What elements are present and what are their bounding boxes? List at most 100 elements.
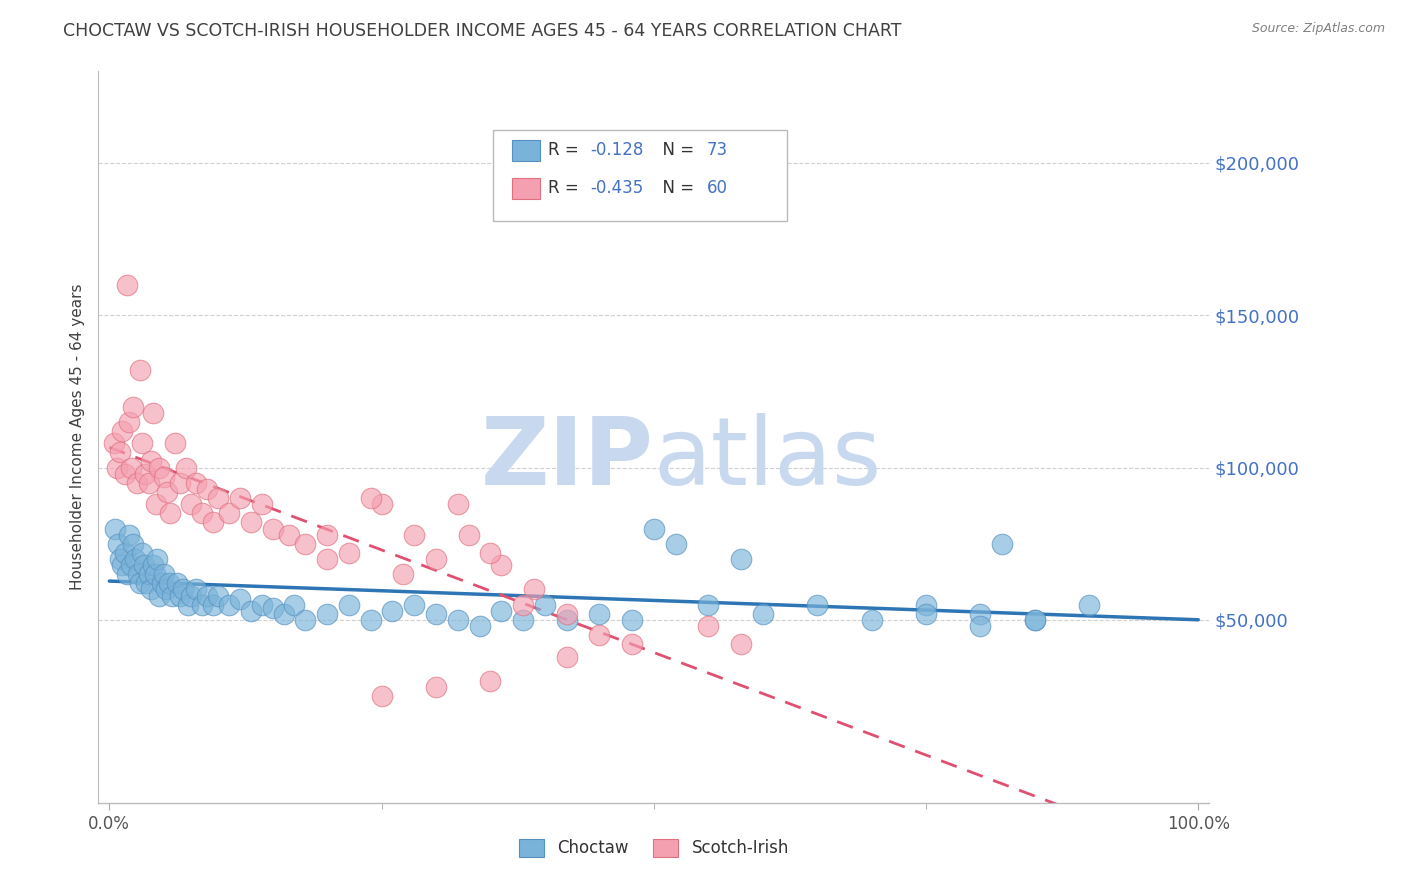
Point — [447, 497, 470, 511]
Point — [127, 567, 149, 582]
Point — [122, 400, 145, 414]
Point — [201, 598, 224, 612]
Text: CHOCTAW VS SCOTCH-IRISH HOUSEHOLDER INCOME AGES 45 - 64 YEARS CORRELATION CHART: CHOCTAW VS SCOTCH-IRISH HOUSEHOLDER INCO… — [63, 22, 901, 40]
Point — [555, 607, 578, 621]
Point — [370, 689, 392, 703]
Point — [294, 613, 316, 627]
Point — [262, 521, 284, 535]
Point — [621, 637, 644, 651]
Point — [152, 567, 174, 582]
Y-axis label: Householder Income Ages 45 - 64 years: Householder Income Ages 45 - 64 years — [69, 284, 84, 591]
Point — [457, 527, 479, 541]
Point — [142, 406, 165, 420]
Point — [534, 598, 557, 612]
Point — [239, 516, 262, 530]
Point — [162, 589, 184, 603]
Point — [283, 598, 305, 612]
Text: N =: N = — [651, 141, 699, 160]
Point — [195, 482, 218, 496]
Point — [114, 467, 136, 481]
Point — [156, 485, 179, 500]
Point — [134, 467, 156, 481]
Point — [108, 552, 131, 566]
Point — [108, 445, 131, 459]
Point — [479, 546, 502, 560]
FancyBboxPatch shape — [512, 140, 540, 161]
Point — [195, 589, 218, 603]
Text: 60: 60 — [707, 179, 728, 197]
Point — [180, 589, 202, 603]
Text: Source: ZipAtlas.com: Source: ZipAtlas.com — [1251, 22, 1385, 36]
FancyBboxPatch shape — [492, 130, 787, 221]
Point — [1078, 598, 1101, 612]
Point — [621, 613, 644, 627]
Point — [512, 598, 534, 612]
Point — [122, 537, 145, 551]
Point — [120, 460, 142, 475]
Point — [142, 558, 165, 573]
Point — [148, 589, 170, 603]
Point — [186, 475, 208, 490]
Text: R =: R = — [548, 179, 585, 197]
Point — [447, 613, 470, 627]
Point — [404, 527, 426, 541]
Point — [370, 497, 392, 511]
Text: atlas: atlas — [654, 413, 882, 505]
Point — [523, 582, 546, 597]
Point — [229, 591, 252, 606]
Point — [207, 491, 229, 505]
Point — [730, 552, 752, 566]
Text: -0.435: -0.435 — [591, 179, 644, 197]
Point — [191, 598, 214, 612]
Point — [588, 607, 610, 621]
Point — [1024, 613, 1046, 627]
Point — [360, 491, 382, 505]
Point — [381, 604, 404, 618]
Point — [124, 552, 146, 566]
Point — [138, 567, 160, 582]
Text: N =: N = — [651, 179, 699, 197]
Point — [191, 506, 214, 520]
Point — [915, 607, 938, 621]
Point — [491, 558, 513, 573]
Point — [138, 475, 160, 490]
Point — [131, 436, 153, 450]
Point — [991, 537, 1014, 551]
Point — [468, 619, 491, 633]
Point — [111, 424, 134, 438]
Point — [118, 415, 141, 429]
Point — [860, 613, 883, 627]
Point — [139, 454, 162, 468]
Point — [105, 460, 128, 475]
Point — [294, 537, 316, 551]
Point — [360, 613, 382, 627]
Point — [218, 598, 240, 612]
Point — [316, 527, 339, 541]
Point — [115, 567, 138, 582]
Point — [697, 598, 720, 612]
Point — [316, 607, 339, 621]
Point — [152, 469, 174, 483]
FancyBboxPatch shape — [512, 178, 540, 199]
Point — [588, 628, 610, 642]
Point — [148, 460, 170, 475]
Point — [555, 613, 578, 627]
Text: ZIP: ZIP — [481, 413, 654, 505]
Point — [146, 552, 169, 566]
Point — [115, 277, 138, 292]
Text: 73: 73 — [707, 141, 728, 160]
Legend: Choctaw, Scotch-Irish: Choctaw, Scotch-Irish — [512, 832, 796, 864]
Point — [174, 460, 197, 475]
Point — [166, 576, 188, 591]
Point — [118, 527, 141, 541]
Point — [239, 604, 262, 618]
Text: R =: R = — [548, 141, 585, 160]
Point — [201, 516, 224, 530]
Point — [806, 598, 828, 612]
Point — [664, 537, 686, 551]
Point — [512, 613, 534, 627]
Point — [163, 436, 186, 450]
Point — [697, 619, 720, 633]
Point — [128, 363, 150, 377]
Point — [145, 497, 167, 511]
